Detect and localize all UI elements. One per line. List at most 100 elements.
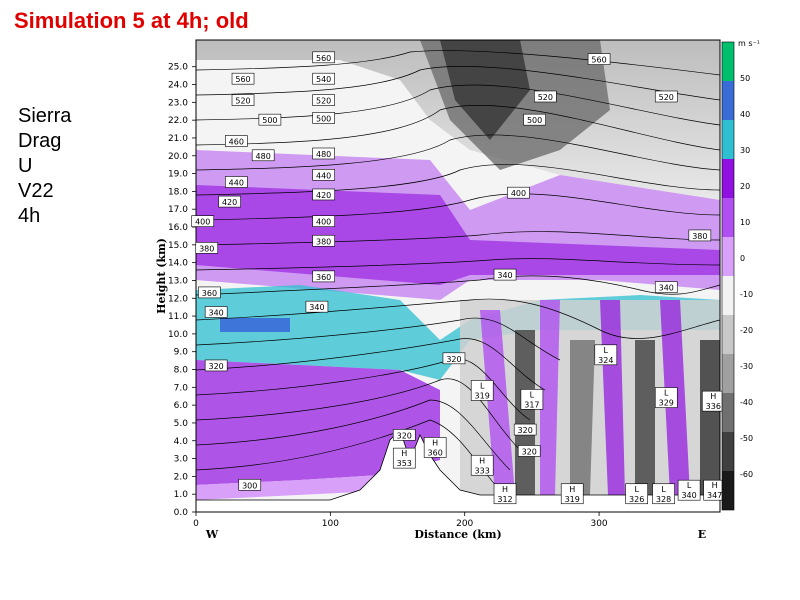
theta-contour-labels: 300 320 340 340 360 360 380 380 400 400 420 420 440 4… xyxy=(191,51,712,491)
contour-label-box xyxy=(218,195,241,208)
colorbar-frame xyxy=(721,41,735,511)
colorbar-label: 40 xyxy=(740,110,750,119)
extremum-marker-box xyxy=(470,454,494,476)
contour-label-box xyxy=(312,147,335,160)
colorbar-swatch xyxy=(722,198,734,237)
contour-label-box xyxy=(225,176,248,188)
extremum-marker-box xyxy=(470,380,494,401)
lee-wave-dark-3 xyxy=(635,340,655,495)
contour-label-box xyxy=(312,188,335,201)
extremum-value: 333 xyxy=(475,466,490,475)
colorbar-swatch xyxy=(722,432,734,471)
extremum-value: 336 xyxy=(706,402,721,411)
contour-label-box xyxy=(654,281,678,293)
x-axis-west-label: W xyxy=(205,528,219,541)
side-label-drag: Drag xyxy=(18,130,62,152)
contour-label: 520 xyxy=(538,93,553,102)
y-axis-title: Height (km) xyxy=(155,238,168,314)
colorbar-label: 10 xyxy=(740,218,750,227)
contour-label: 360 xyxy=(202,289,217,298)
contour-label: 500 xyxy=(316,114,331,123)
contour-label: 400 xyxy=(316,218,331,227)
lee-wave-dark-1 xyxy=(515,330,535,495)
y-tick-label: 6.0 xyxy=(174,401,189,411)
contour-label-box xyxy=(312,215,335,227)
contour-label-box xyxy=(392,429,416,441)
extremum-marker-box xyxy=(652,483,675,505)
y-tick-label: 14.0 xyxy=(168,259,188,269)
y-tick-label: 19.0 xyxy=(168,170,188,180)
lee-wave-purple-2 xyxy=(540,300,560,495)
contour-label: 440 xyxy=(316,171,331,180)
contour-label: 520 xyxy=(316,97,331,106)
contour-label: 320 xyxy=(209,362,224,371)
contour-label-box xyxy=(312,72,335,85)
contour-label: 400 xyxy=(195,218,210,227)
extremum-marker-box xyxy=(392,447,416,469)
extremum-type: H xyxy=(712,481,718,490)
extremum-type: L xyxy=(664,389,669,398)
extremum-marker-box xyxy=(625,483,648,505)
contour-label-box xyxy=(513,423,537,436)
contour-label-box xyxy=(225,135,248,147)
contour-label-box xyxy=(204,306,228,318)
colorbar-swatch xyxy=(722,393,734,432)
plot-frame xyxy=(195,39,721,513)
contour-label: 520 xyxy=(235,97,250,106)
contour-label: 380 xyxy=(199,244,214,253)
contour-label: 500 xyxy=(262,116,277,125)
y-tick-label: 15.0 xyxy=(168,241,188,251)
extremum-value: 317 xyxy=(524,400,539,409)
lee-wave-purple-1 xyxy=(480,310,515,495)
extremum-type: L xyxy=(604,346,609,355)
contour-label-box xyxy=(523,113,546,126)
contour-label: 380 xyxy=(316,237,331,246)
contour-label: 420 xyxy=(316,191,331,200)
extremum-type: L xyxy=(530,390,535,399)
contour-label: 480 xyxy=(256,152,271,161)
x-axis-title: Distance (km) xyxy=(414,528,501,541)
extremum-marker-box xyxy=(560,483,584,505)
side-label-u: U xyxy=(18,155,33,177)
colorbar-swatch xyxy=(722,42,734,81)
contour-label-box xyxy=(493,268,517,281)
extremum-type: H xyxy=(432,438,438,447)
colorbar-label: -60 xyxy=(740,470,753,479)
slide-title: Simulation 5 at 4h; old xyxy=(14,8,249,33)
y-tick-label: 22.0 xyxy=(168,116,188,126)
extremum-value: 328 xyxy=(656,495,671,504)
y-tick-label: 0.0 xyxy=(174,508,189,518)
y-tick-label: 20.0 xyxy=(168,152,188,162)
contour-label: 340 xyxy=(497,271,512,280)
extremum-type: L xyxy=(634,485,639,494)
extremum-type: H xyxy=(569,485,575,494)
x-tick-label: 200 xyxy=(456,519,473,529)
colorbar-swatch xyxy=(722,354,734,393)
y-tick-label: 9.0 xyxy=(174,348,189,358)
contour-label: 480 xyxy=(316,150,331,159)
y-tick-label: 5.0 xyxy=(174,419,189,429)
x-axis: 0 100 200 300 xyxy=(193,512,608,529)
contour-label-box xyxy=(305,300,329,313)
y-tick-label: 13.0 xyxy=(168,276,188,286)
contour-label-box xyxy=(312,270,335,283)
contour-label: 300 xyxy=(242,481,257,490)
contour-label-box xyxy=(204,359,228,372)
blue-jet-max xyxy=(220,318,290,332)
y-tick-label: 23.0 xyxy=(168,98,188,108)
y-tick-label: 17.0 xyxy=(168,205,188,215)
contour-label-box xyxy=(195,242,219,254)
colorbar-label: 0 xyxy=(740,254,745,263)
contour-label: 560 xyxy=(235,75,250,84)
side-label-list: Sierra Drag U V22 4h xyxy=(18,104,71,229)
contour-label-box xyxy=(258,113,282,126)
extremum-value: 329 xyxy=(659,399,674,408)
extremum-marker-box xyxy=(654,387,678,408)
contour-label-box xyxy=(231,94,255,106)
contour-label: 560 xyxy=(316,54,331,63)
contour-label: 340 xyxy=(309,303,324,312)
contour-label: 340 xyxy=(209,309,224,318)
extremum-type: L xyxy=(687,481,692,490)
colorbar-label: -40 xyxy=(740,398,753,407)
